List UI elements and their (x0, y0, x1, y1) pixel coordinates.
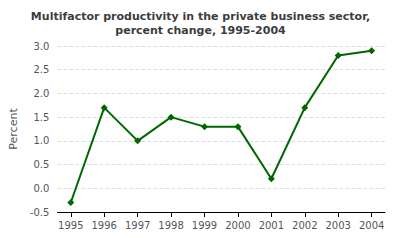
svg-text:2.5: 2.5 (34, 64, 50, 75)
svg-text:1998: 1998 (158, 220, 183, 231)
svg-text:3.0: 3.0 (34, 41, 50, 52)
svg-text:Multifactor productivity in th: Multifactor productivity in the private … (31, 10, 370, 23)
svg-text:Percent: Percent (7, 108, 20, 150)
svg-text:-0.5: -0.5 (30, 207, 50, 218)
svg-text:2003: 2003 (325, 220, 350, 231)
svg-text:2004: 2004 (359, 220, 384, 231)
svg-text:percent change, 1995-2004: percent change, 1995-2004 (115, 24, 286, 37)
svg-text:2002: 2002 (292, 220, 317, 231)
svg-text:2.0: 2.0 (34, 88, 50, 99)
svg-text:1995: 1995 (58, 220, 83, 231)
svg-text:1996: 1996 (91, 220, 116, 231)
svg-text:2000: 2000 (225, 220, 250, 231)
svg-text:1.0: 1.0 (34, 135, 50, 146)
svg-text:0.0: 0.0 (34, 183, 50, 194)
svg-text:1999: 1999 (192, 220, 217, 231)
svg-text:0.5: 0.5 (34, 159, 50, 170)
svg-text:1.5: 1.5 (34, 112, 50, 123)
svg-text:1997: 1997 (125, 220, 150, 231)
svg-text:2001: 2001 (259, 220, 284, 231)
